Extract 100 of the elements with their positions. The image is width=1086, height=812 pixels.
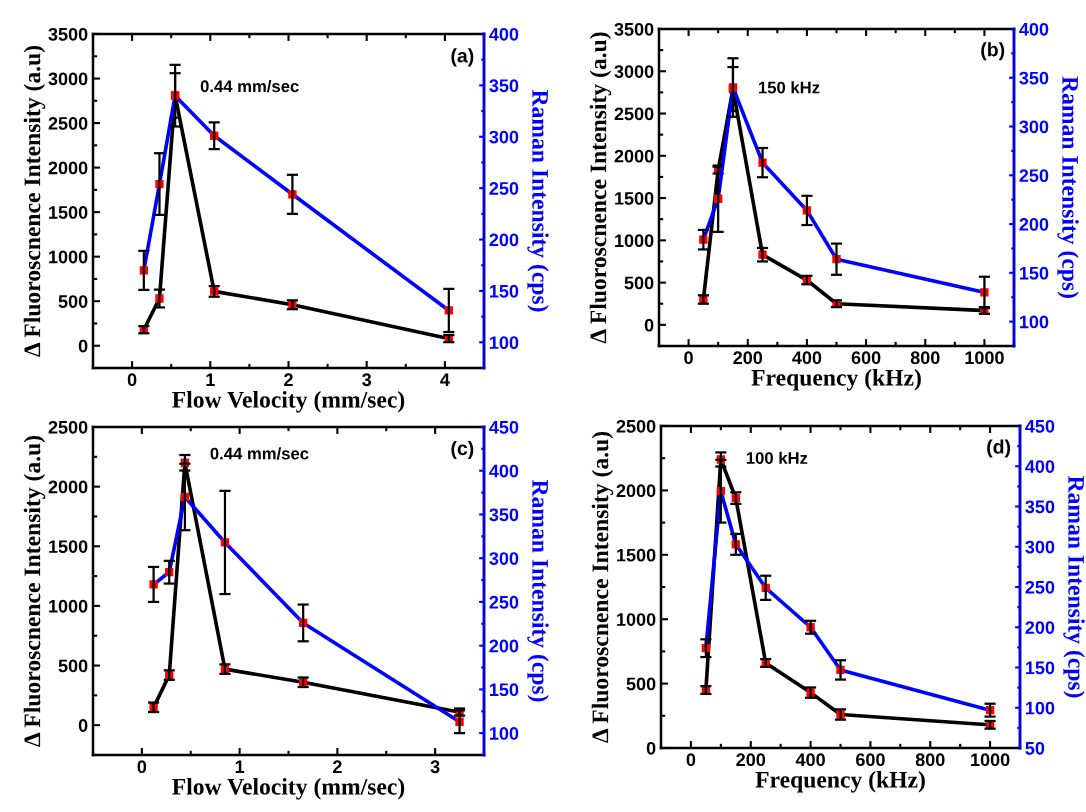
- y-tick-label: 500: [58, 659, 88, 673]
- x-tick-label: 3: [430, 760, 440, 774]
- y-tick-label: 1500: [617, 548, 656, 562]
- y-tick-label: 0: [78, 339, 88, 353]
- y2-tick-label: 150: [1026, 661, 1055, 675]
- y2-tick-label: 450: [1025, 419, 1055, 433]
- x-axis-title: Frequency (kHz): [751, 369, 921, 391]
- y-tick-label: 2000: [616, 484, 656, 498]
- y2-tick-label: 50: [1025, 741, 1045, 755]
- y-tick-label: 500: [58, 295, 88, 308]
- x-tick-label: 1000: [971, 753, 1010, 767]
- y-axis-title: Δ Fluoroscnence Intensity (a.u): [591, 431, 614, 743]
- y-tick-label: 3500: [614, 22, 654, 36]
- x-tick-label: 1: [235, 760, 245, 773]
- y2-tick-label: 400: [489, 464, 519, 478]
- y-tick-label: 500: [626, 677, 656, 691]
- y2-tick-label: 350: [1019, 71, 1049, 85]
- y2-axis-title: Raman Intensity (cps): [1057, 76, 1079, 298]
- x-tick-label: 600: [851, 351, 881, 365]
- y-tick-label: 0: [646, 741, 656, 755]
- annotation: (b): [981, 42, 1005, 61]
- y2-tick-label: 100: [1026, 701, 1055, 715]
- y2-tick-label: 450: [489, 420, 519, 434]
- y2-tick-label: 150: [490, 683, 519, 697]
- y-tick-label: 1000: [49, 250, 88, 264]
- x-tick-label: 400: [795, 753, 825, 767]
- y2-tick-label: 350: [489, 508, 519, 522]
- x-tick-label: 2: [332, 760, 342, 773]
- y-tick-label: 3000: [614, 65, 654, 79]
- y2-tick-label: 350: [489, 79, 519, 93]
- y-tick-label: 1000: [615, 234, 654, 248]
- x-tick-label: 200: [733, 351, 763, 365]
- x-axis-title: Frequency (kHz): [755, 771, 925, 793]
- y-axis-title: Δ Fluoroscnence Intensity (a.u): [589, 32, 612, 344]
- y2-tick-label: 300: [1019, 120, 1049, 134]
- annotation: (c): [451, 440, 474, 460]
- x-tick-label: 400: [792, 351, 822, 365]
- y2-tick-label: 100: [490, 727, 519, 740]
- y-tick-label: 2000: [48, 480, 88, 494]
- y-tick-label: 3000: [48, 72, 88, 86]
- annotation: (a): [451, 48, 474, 67]
- y-tick-label: 2000: [48, 161, 88, 175]
- x-tick-label: 2: [284, 373, 293, 386]
- x-axis-title: Flow Velocity (mm/sec): [172, 391, 405, 413]
- y-axis-title: Δ Fluoroscnence Intensity (a.u): [23, 45, 46, 357]
- y2-tick-label: 150: [490, 284, 519, 298]
- y2-tick-label: 200: [1019, 218, 1049, 231]
- y2-axis-title: Raman Intensity (cps): [1063, 475, 1085, 698]
- y2-tick-label: 250: [489, 595, 519, 609]
- y2-tick-label: 100: [490, 336, 519, 350]
- y2-axis-title: Raman Intensity (cps): [527, 479, 549, 702]
- y-tick-label: 2000: [614, 149, 654, 163]
- y2-tick-label: 100: [1020, 315, 1049, 329]
- y-tick-label: 1500: [49, 540, 88, 553]
- y-axis-title: Δ Fluoroscnence Intensity (a.u): [23, 435, 46, 747]
- x-axis-title: Flow Velocity (mm/sec): [172, 778, 405, 800]
- y-tick-label: 2500: [48, 117, 88, 130]
- y-tick-label: 3500: [48, 27, 88, 41]
- x-tick-label: 200: [736, 753, 766, 767]
- y2-tick-label: 300: [1025, 540, 1055, 554]
- y2-tick-label: 300: [489, 552, 519, 565]
- y-tick-label: 0: [644, 318, 654, 332]
- annotation: (d): [987, 439, 1011, 458]
- x-tick-label: 0: [127, 373, 137, 387]
- x-tick-label: 0: [686, 753, 696, 767]
- x-tick-label: 800: [915, 753, 945, 767]
- y-tick-label: 0: [78, 719, 88, 732]
- y2-axis-title: Raman Intensity (cps): [527, 89, 549, 312]
- y2-tick-label: 200: [1025, 621, 1055, 634]
- x-tick-label: 0: [684, 351, 693, 365]
- y2-tick-label: 150: [1020, 266, 1049, 280]
- y2-tick-label: 400: [1025, 460, 1055, 473]
- x-tick-label: 3: [362, 373, 372, 387]
- y-tick-label: 500: [624, 276, 654, 290]
- y2-tick-label: 200: [489, 233, 519, 247]
- annotation: 150 kHz: [759, 81, 820, 94]
- y-tick-label: 2500: [614, 107, 654, 121]
- y-tick-label: 1000: [49, 599, 88, 613]
- y-tick-label: 2500: [616, 419, 656, 433]
- y2-tick-label: 300: [489, 130, 519, 144]
- y2-tick-label: 250: [1025, 580, 1055, 594]
- x-tick-label: 4: [440, 373, 450, 386]
- y2-tick-label: 250: [489, 182, 519, 195]
- y2-tick-label: 200: [489, 639, 519, 653]
- x-tick-label: 1: [206, 373, 215, 386]
- y2-tick-label: 400: [489, 27, 519, 41]
- annotation: 0.44 mm/sec: [200, 79, 299, 93]
- y2-tick-label: 400: [1019, 22, 1049, 36]
- y-tick-label: 2500: [48, 420, 88, 434]
- x-tick-label: 0: [137, 760, 147, 774]
- y-tick-label: 1000: [617, 613, 656, 626]
- y-tick-label: 1500: [615, 192, 654, 205]
- annotation: 0.44 mm/sec: [210, 447, 309, 460]
- y2-tick-label: 350: [1025, 500, 1055, 514]
- annotation: 100 kHz: [746, 451, 808, 464]
- x-tick-label: 600: [856, 753, 885, 767]
- x-tick-label: 800: [910, 351, 940, 365]
- y-tick-label: 1500: [49, 206, 88, 219]
- y2-tick-label: 250: [1019, 169, 1049, 183]
- x-tick-label: 1000: [965, 351, 1004, 365]
